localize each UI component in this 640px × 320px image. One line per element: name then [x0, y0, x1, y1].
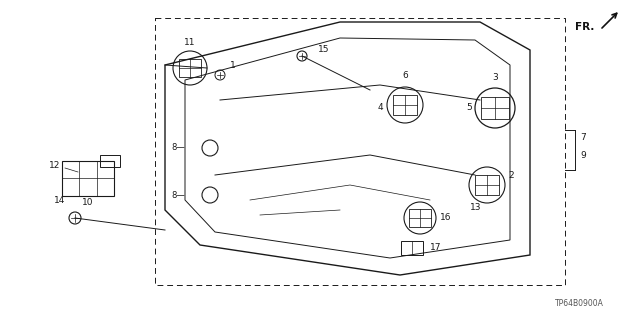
Text: 6: 6: [402, 71, 408, 80]
Text: 15: 15: [318, 45, 330, 54]
Text: 1: 1: [230, 60, 236, 69]
Text: 11: 11: [184, 38, 196, 47]
Bar: [401, 241, 423, 255]
Text: 13: 13: [470, 203, 481, 212]
Text: 14: 14: [54, 196, 66, 205]
Bar: [155, 18, 565, 285]
Text: TP64B0900A: TP64B0900A: [555, 299, 604, 308]
Bar: [481, 97, 509, 119]
Text: 8—: 8—: [172, 190, 185, 199]
Text: 7: 7: [580, 133, 586, 142]
Bar: [409, 209, 431, 227]
Text: 9: 9: [580, 150, 586, 159]
Text: 8—: 8—: [172, 143, 185, 153]
Text: 2: 2: [508, 171, 514, 180]
Text: 10: 10: [83, 198, 93, 207]
Bar: [100, 155, 120, 167]
Text: 4: 4: [378, 103, 383, 113]
Text: 12: 12: [49, 161, 61, 170]
Bar: [179, 59, 201, 77]
Text: 16: 16: [440, 213, 451, 222]
Text: 5: 5: [467, 103, 472, 113]
Text: 3: 3: [492, 73, 498, 82]
Bar: [62, 161, 114, 196]
Text: FR.: FR.: [575, 22, 595, 32]
Bar: [475, 175, 499, 195]
Text: 17: 17: [430, 244, 442, 252]
Bar: [393, 95, 417, 115]
